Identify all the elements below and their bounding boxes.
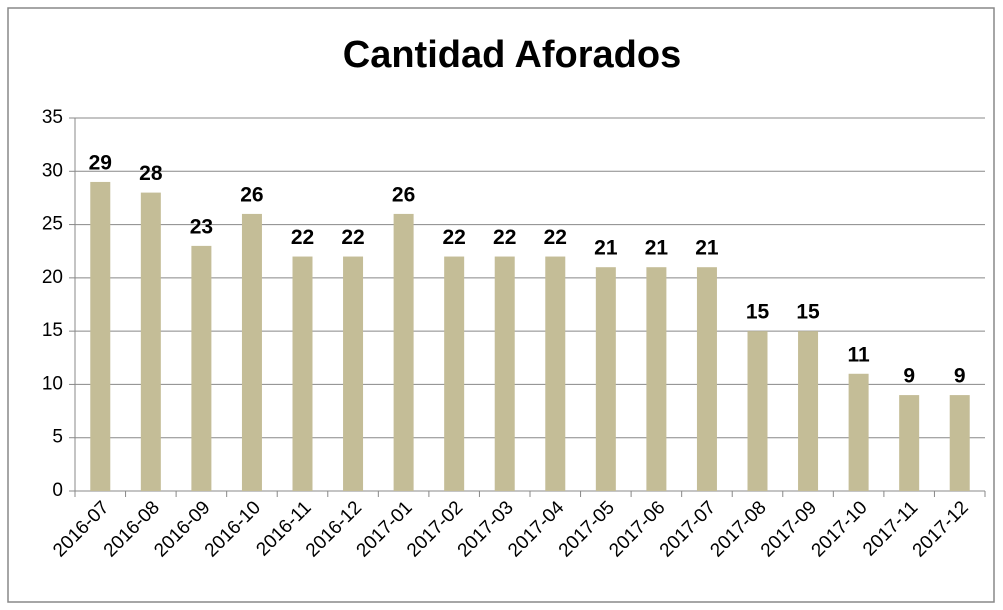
bar [747, 331, 768, 491]
data-label: 21 [645, 237, 669, 260]
data-label: 9 [954, 365, 966, 388]
data-label: 11 [848, 343, 871, 366]
bar [241, 213, 262, 491]
y-tick-label: 35 [42, 107, 63, 128]
data-label: 15 [796, 301, 820, 324]
data-label: 21 [695, 237, 719, 260]
bar [292, 256, 313, 491]
y-tick-label: 10 [42, 373, 63, 394]
data-label: 9 [903, 365, 915, 388]
y-tick-label: 15 [42, 320, 63, 341]
data-label: 21 [594, 237, 618, 260]
data-label: 22 [493, 226, 516, 249]
data-label: 26 [392, 183, 415, 206]
bar [343, 256, 364, 491]
data-label: 29 [89, 151, 112, 174]
bar [798, 331, 819, 491]
data-label: 15 [746, 301, 770, 324]
bar [545, 256, 566, 491]
bar [191, 245, 212, 491]
bar [444, 256, 465, 491]
data-label: 22 [544, 226, 567, 249]
data-label: 23 [190, 215, 213, 238]
y-tick-label: 0 [52, 480, 63, 501]
bar [848, 373, 869, 491]
y-tick-label: 30 [42, 160, 63, 181]
bar [949, 395, 970, 491]
chart-title: Cantidad Aforados [343, 34, 682, 76]
bar [646, 267, 667, 491]
data-label: 26 [240, 183, 263, 206]
bar [595, 267, 616, 491]
bar [393, 213, 414, 491]
bar [696, 267, 717, 491]
data-label: 22 [291, 226, 314, 249]
y-tick-label: 20 [42, 267, 63, 288]
bar [90, 181, 111, 491]
data-label: 28 [139, 162, 163, 185]
bar [899, 395, 920, 491]
y-tick-label: 5 [52, 427, 63, 448]
y-tick-label: 25 [42, 214, 63, 235]
bar [494, 256, 515, 491]
bar [140, 192, 161, 491]
data-label: 22 [341, 226, 364, 249]
data-label: 22 [442, 226, 465, 249]
